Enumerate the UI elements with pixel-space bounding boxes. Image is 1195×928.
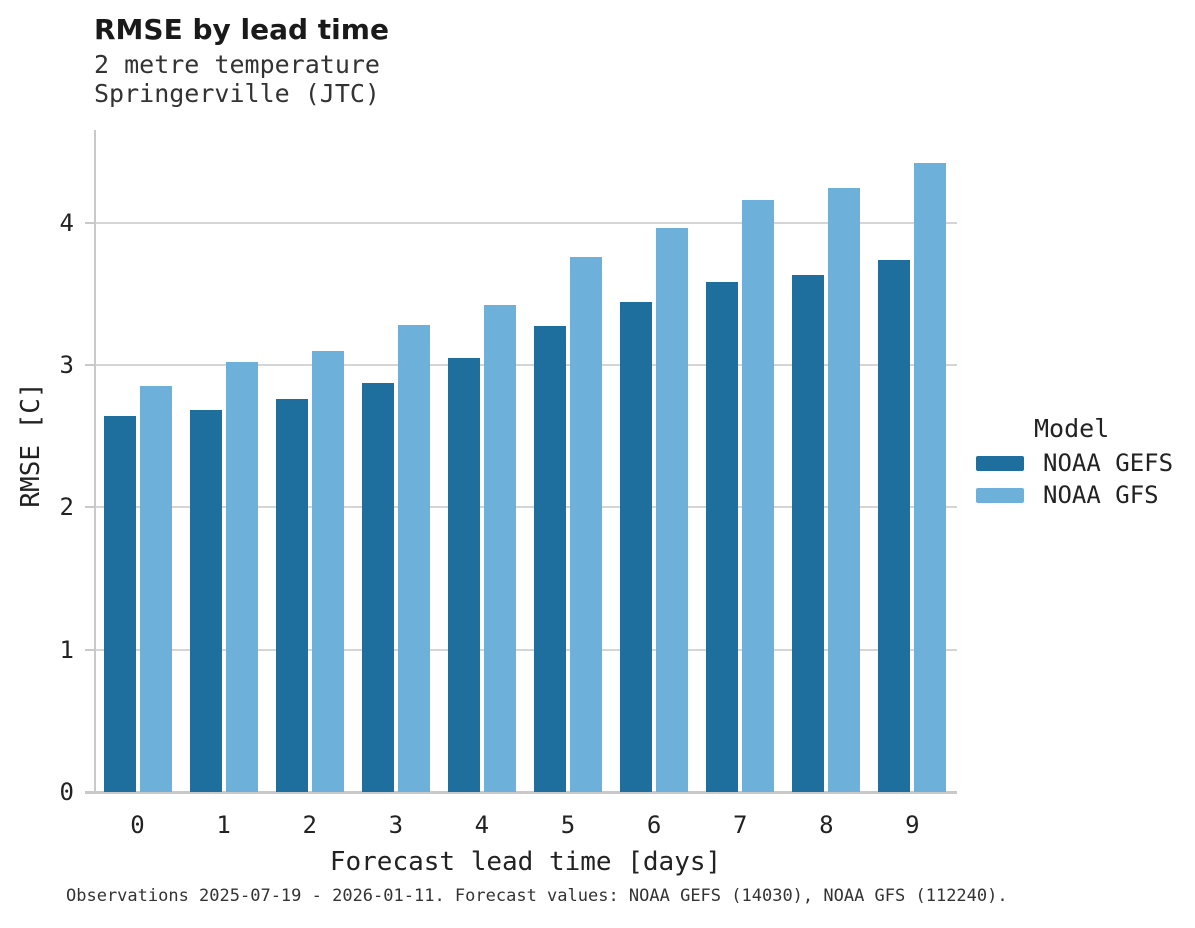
gridline-y-2 — [94, 506, 957, 509]
x-tick-label-2: 2 — [302, 811, 317, 839]
bar-noaa-gefs-4 — [447, 357, 480, 792]
legend-swatch-noaa-gfs — [976, 487, 1024, 503]
y-axis-spine — [94, 130, 96, 792]
gridline-y-3 — [94, 363, 957, 366]
bar-noaa-gefs-1 — [189, 410, 222, 792]
legend-item-noaa-gefs: NOAA GEFS — [976, 447, 1191, 479]
bar-noaa-gefs-7 — [706, 282, 739, 792]
x-tick-label-3: 3 — [388, 811, 404, 839]
gridline-y-4 — [94, 221, 957, 224]
chart-title: RMSE by lead time — [94, 13, 389, 46]
x-tick-label-1: 1 — [216, 811, 231, 839]
bar-noaa-gfs-8 — [828, 188, 861, 792]
bar-noaa-gfs-7 — [742, 199, 775, 792]
caption: Observations 2025-07-19 - 2026-01-11. Fo… — [66, 886, 1008, 906]
bar-noaa-gefs-9 — [878, 259, 911, 792]
legend-item-noaa-gfs: NOAA GFS — [976, 479, 1191, 511]
x-tick-label-7: 7 — [732, 811, 748, 839]
x-tick-label-0: 0 — [130, 811, 145, 839]
y-tick-label-3: 3 — [59, 350, 74, 379]
bar-noaa-gfs-3 — [397, 325, 430, 792]
x-axis-label: Forecast lead time [days] — [329, 847, 722, 877]
subtitle-variable: 2 metre temperature — [94, 50, 380, 79]
x-tick-label-5: 5 — [560, 811, 576, 839]
y-tick-label-2: 2 — [59, 493, 74, 522]
bar-noaa-gefs-2 — [275, 399, 308, 792]
bar-noaa-gfs-4 — [483, 305, 516, 792]
bar-noaa-gfs-9 — [914, 162, 947, 792]
y-tick-label-1: 1 — [59, 635, 74, 664]
x-tick-label-4: 4 — [474, 811, 490, 839]
subtitle-station: Springerville (JTC) — [94, 79, 380, 108]
y-tick-mark-3 — [85, 363, 94, 366]
y-tick-label-4: 4 — [59, 208, 74, 237]
legend-label-noaa-gefs: NOAA GEFS — [1043, 449, 1174, 477]
legend-title: Model — [1034, 414, 1110, 443]
bar-noaa-gefs-8 — [792, 275, 825, 792]
bar-noaa-gfs-2 — [311, 350, 344, 792]
gridline-y-1 — [94, 648, 957, 651]
y-tick-mark-1 — [85, 648, 94, 651]
bar-noaa-gefs-0 — [103, 416, 136, 792]
legend-label-noaa-gfs: NOAA GFS — [1043, 481, 1159, 509]
y-tick-mark-2 — [85, 506, 94, 509]
y-axis-label: RMSE [C] — [16, 382, 46, 508]
plot-area — [85, 130, 957, 794]
bar-noaa-gefs-3 — [361, 383, 394, 792]
legend: Model NOAA GEFS NOAA GFS — [976, 415, 1191, 511]
bar-noaa-gefs-5 — [534, 326, 566, 792]
y-tick-mark-4 — [85, 221, 94, 224]
legend-swatch-noaa-gefs — [976, 455, 1024, 471]
x-tick-label-9: 9 — [905, 811, 920, 839]
x-tick-label-6: 6 — [646, 811, 662, 839]
bar-noaa-gfs-5 — [570, 256, 602, 792]
x-tick-label-8: 8 — [819, 811, 834, 839]
bar-noaa-gfs-6 — [656, 228, 689, 792]
bar-noaa-gfs-0 — [139, 386, 172, 792]
bar-noaa-gfs-1 — [225, 362, 258, 792]
x-axis-line — [85, 791, 957, 794]
chart-subtitle: 2 metre temperature Springerville (JTC) — [94, 50, 380, 108]
y-tick-label-0: 0 — [59, 778, 74, 806]
bar-noaa-gefs-6 — [620, 302, 653, 792]
